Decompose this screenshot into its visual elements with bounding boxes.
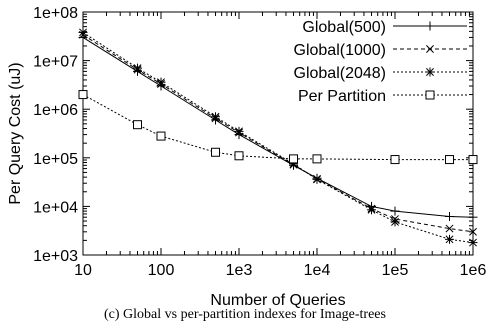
data-point bbox=[312, 154, 322, 164]
legend: Global(500) Global(1000) Global(2048) Per P… bbox=[294, 19, 467, 105]
y-tick-label: 1e+05 bbox=[33, 151, 78, 168]
series-line bbox=[82, 31, 474, 244]
y-axis-title: Per Query Cost (uJ) bbox=[7, 62, 24, 204]
data-point bbox=[234, 126, 244, 136]
x-tick-label: 1e3 bbox=[226, 262, 253, 279]
legend-marker bbox=[425, 90, 435, 100]
figure-caption: (c) Global vs per-partition indexes for … bbox=[104, 307, 386, 322]
data-point bbox=[469, 227, 477, 236]
data-point bbox=[133, 63, 143, 73]
legend-item: Global(1000) bbox=[294, 42, 467, 59]
axes: 1e+03 1e+04 1e+05 1e+06 1e+07 1e+08 10 100 1e3 1e… bbox=[33, 5, 486, 279]
data-point bbox=[78, 27, 88, 37]
series-layer bbox=[78, 27, 478, 248]
x-tick-label: 1e4 bbox=[304, 262, 331, 279]
series-4 bbox=[78, 90, 478, 165]
data-point bbox=[78, 90, 88, 100]
legend-marker bbox=[426, 45, 434, 53]
series-3 bbox=[78, 27, 478, 248]
data-point bbox=[133, 120, 143, 130]
legend-label: Global(2048) bbox=[294, 65, 387, 82]
data-point bbox=[156, 131, 166, 141]
series-line bbox=[82, 94, 473, 161]
legend-item: Per Partition bbox=[298, 88, 467, 105]
y-tick-label: 1e+04 bbox=[33, 199, 78, 216]
legend-item: Global(2048) bbox=[294, 65, 467, 82]
series-2 bbox=[79, 30, 477, 236]
data-point bbox=[445, 224, 454, 233]
data-point bbox=[390, 155, 400, 165]
x-tick-label: 100 bbox=[148, 262, 175, 279]
y-tick-label: 1e+08 bbox=[33, 5, 78, 22]
legend-label: Per Partition bbox=[298, 88, 386, 105]
data-point bbox=[211, 112, 221, 122]
series-line bbox=[82, 34, 474, 233]
x-tick-label: 1e5 bbox=[382, 262, 409, 279]
data-point bbox=[468, 238, 478, 248]
legend-label: Global(1000) bbox=[294, 42, 387, 59]
data-point bbox=[445, 234, 455, 244]
data-point bbox=[445, 211, 455, 221]
data-point bbox=[312, 174, 322, 184]
legend-marker bbox=[425, 67, 435, 77]
data-point bbox=[367, 205, 377, 215]
legend-label: Global(500) bbox=[302, 19, 386, 36]
data-point bbox=[445, 155, 455, 165]
y-tick-label: 1e+06 bbox=[33, 102, 78, 119]
data-point bbox=[468, 212, 478, 222]
data-point bbox=[156, 77, 166, 87]
data-point bbox=[234, 151, 244, 161]
y-tick-label: 1e+07 bbox=[33, 54, 78, 71]
data-point bbox=[390, 217, 400, 227]
x-tick-label: 10 bbox=[74, 262, 92, 279]
plot-frame bbox=[82, 11, 474, 256]
data-point bbox=[390, 206, 400, 216]
legend-item: Global(500) bbox=[302, 19, 467, 36]
y-tick-label: 1e+03 bbox=[33, 248, 78, 265]
legend-marker bbox=[425, 21, 435, 31]
x-axis-title: Number of Queries bbox=[210, 292, 345, 309]
data-point bbox=[468, 155, 478, 165]
data-point bbox=[211, 147, 221, 157]
data-point bbox=[289, 154, 299, 164]
x-tick-label: 1e6 bbox=[460, 262, 487, 279]
